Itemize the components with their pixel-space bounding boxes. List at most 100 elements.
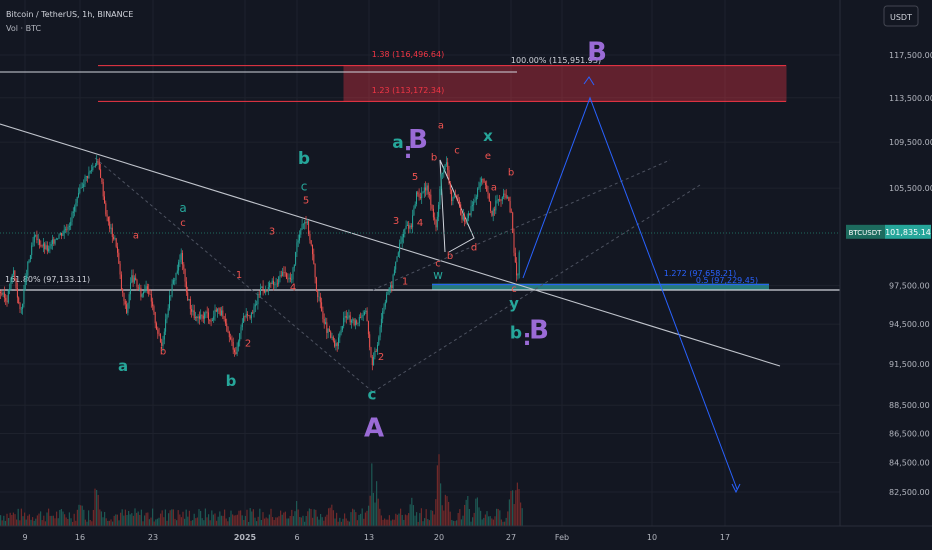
candle-body bbox=[309, 233, 311, 241]
candle-body bbox=[84, 177, 86, 185]
volume-bar bbox=[467, 495, 469, 526]
volume-bar bbox=[406, 515, 408, 526]
volume-bar bbox=[124, 509, 126, 526]
candle-body bbox=[67, 226, 69, 230]
candle-body bbox=[248, 315, 250, 316]
volume-bar bbox=[190, 520, 192, 526]
volume-bar bbox=[441, 505, 443, 526]
candle-body bbox=[119, 263, 121, 275]
candle-body bbox=[412, 215, 414, 228]
volume-bar bbox=[382, 519, 384, 526]
volume-bar bbox=[148, 519, 150, 526]
candle-body bbox=[265, 289, 267, 293]
candle-body bbox=[231, 339, 233, 342]
volume-bar bbox=[108, 520, 110, 526]
fib-05-label: 0.5 (97,229.45) bbox=[696, 276, 758, 285]
volume-bar bbox=[480, 510, 482, 526]
volume-bar bbox=[520, 502, 522, 526]
volume-bar bbox=[241, 515, 243, 526]
volume-bar bbox=[28, 514, 30, 526]
wave-label-c: c bbox=[180, 218, 186, 229]
volume-bar bbox=[462, 515, 464, 526]
candle-body bbox=[149, 294, 151, 295]
candle-body bbox=[417, 192, 419, 195]
volume-bar bbox=[390, 520, 392, 526]
volume-bar bbox=[448, 501, 450, 526]
candle-body bbox=[226, 323, 228, 327]
volume-bar bbox=[452, 520, 454, 526]
candle-body bbox=[18, 297, 20, 304]
channel-dash-2 bbox=[372, 184, 701, 393]
candle-body bbox=[351, 320, 352, 323]
volume-bar bbox=[364, 512, 366, 526]
candle-body bbox=[235, 352, 237, 354]
volume-bar bbox=[273, 519, 275, 526]
volume-bar bbox=[104, 511, 106, 526]
wave-label-b: b bbox=[447, 251, 453, 262]
volume-bar bbox=[123, 515, 125, 526]
wave-label-a: a bbox=[438, 121, 444, 132]
volume-bar bbox=[20, 508, 22, 526]
candle-body bbox=[113, 237, 115, 239]
volume-bar bbox=[521, 508, 523, 526]
candle-body bbox=[0, 291, 1, 294]
volume-bar bbox=[54, 518, 56, 526]
wave-label-2: 2 bbox=[378, 352, 384, 363]
volume-bar bbox=[500, 519, 502, 526]
volume-bar bbox=[329, 507, 331, 526]
volume-bar bbox=[427, 519, 429, 526]
candle-body bbox=[371, 357, 373, 366]
candle-body bbox=[512, 212, 514, 234]
candle-body bbox=[458, 199, 460, 205]
volume-bar bbox=[384, 518, 386, 526]
candle-body bbox=[507, 197, 508, 198]
candle-body bbox=[54, 239, 56, 244]
time-tick-label: 6 bbox=[294, 533, 299, 542]
candle-body bbox=[464, 214, 466, 222]
currency-button[interactable] bbox=[883, 5, 919, 27]
candle-body bbox=[258, 294, 260, 295]
candle-body bbox=[215, 309, 217, 312]
candle-body bbox=[156, 323, 157, 330]
candle-body bbox=[453, 195, 455, 199]
candle-body bbox=[45, 245, 47, 250]
volume-bar bbox=[30, 519, 32, 526]
candle-body bbox=[286, 273, 287, 279]
candle-body bbox=[41, 245, 43, 247]
candle-body bbox=[232, 341, 234, 350]
wave-label-1: 1 bbox=[402, 276, 408, 287]
candle-body bbox=[288, 277, 290, 279]
candle-body bbox=[22, 303, 24, 309]
volume-bar bbox=[126, 515, 128, 526]
volume-bar bbox=[307, 511, 309, 526]
candle-body bbox=[488, 194, 490, 202]
candle-body bbox=[347, 317, 349, 319]
candle-body bbox=[222, 310, 224, 317]
candle-body bbox=[442, 173, 443, 174]
volume-bar bbox=[323, 520, 325, 526]
volume-bar bbox=[254, 517, 256, 526]
volume-bar bbox=[116, 514, 118, 526]
volume-bar bbox=[444, 494, 446, 526]
wave-label-4: 4 bbox=[290, 283, 296, 294]
candle-body bbox=[198, 316, 200, 319]
volume-bar bbox=[240, 510, 242, 526]
candle-body bbox=[7, 290, 9, 303]
candle-body bbox=[79, 188, 81, 194]
candle-body bbox=[461, 214, 463, 220]
candle-body bbox=[312, 244, 313, 255]
volume-bar bbox=[472, 517, 474, 526]
volume-bar bbox=[276, 517, 278, 526]
candle-body bbox=[162, 339, 164, 346]
candle-body bbox=[451, 189, 453, 202]
candle-body bbox=[169, 295, 170, 309]
candle-body bbox=[443, 169, 445, 174]
volume-bar bbox=[492, 519, 494, 526]
volume-bar bbox=[432, 510, 434, 526]
volume-bar bbox=[156, 518, 158, 526]
candle-body bbox=[321, 302, 323, 311]
candle-body bbox=[387, 291, 389, 295]
downtrend-line bbox=[0, 123, 781, 367]
candle-body bbox=[475, 196, 477, 200]
